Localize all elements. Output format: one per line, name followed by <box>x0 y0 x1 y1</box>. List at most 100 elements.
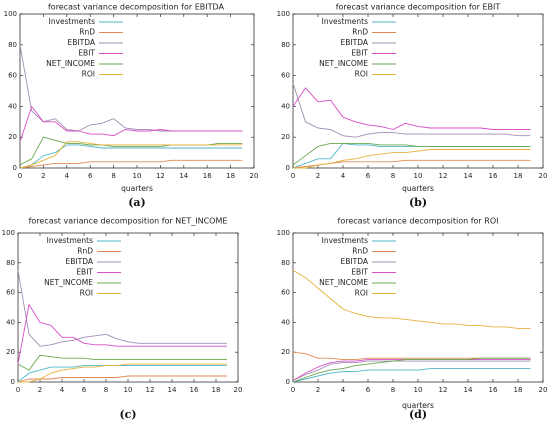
series-line-ebitda <box>17 270 227 347</box>
y-tick-label: 60 <box>6 289 15 297</box>
x-tick-label: 0 <box>291 172 295 180</box>
legend-label: EBIT <box>76 268 93 277</box>
series-line-net-income <box>292 357 531 383</box>
y-tick-label: 60 <box>8 72 17 80</box>
legend-label: EBIT <box>351 268 368 277</box>
y-tick-label: 80 <box>8 41 17 49</box>
y-tick-label: 0 <box>286 164 290 172</box>
series-line-net-income <box>17 354 227 371</box>
series-line-net-income <box>292 142 531 166</box>
y-tick-label: 100 <box>4 10 17 18</box>
legend-label: RnD <box>77 247 93 256</box>
series-line-rnd <box>17 375 227 383</box>
x-tick-label: 16 <box>489 386 498 394</box>
series-line-roi <box>18 363 227 383</box>
x-axis-label: quarters <box>402 184 434 193</box>
series-line-roi <box>293 149 531 169</box>
y-tick-label: 20 <box>8 133 17 141</box>
series-line-ebit <box>292 87 531 130</box>
legend-label: EBITDA <box>68 38 96 47</box>
panel-label: (b) <box>409 196 427 209</box>
series-line-rnd <box>292 159 531 169</box>
series-line-roi <box>292 269 531 329</box>
series-line-investments <box>19 144 243 169</box>
chart-title: forecast variance decomposition for EBIT… <box>48 3 225 12</box>
x-tick-label: 4 <box>341 172 346 180</box>
x-tick-label: 6 <box>366 172 371 180</box>
legend-label: ROI <box>82 70 95 79</box>
legend-label: EBITDA <box>66 257 94 266</box>
x-tick-label: 20 <box>539 386 548 394</box>
x-tick-label: 2 <box>41 172 45 180</box>
y-tick-label: 100 <box>2 229 15 237</box>
x-tick-label: 14 <box>179 172 188 180</box>
legend-label: Investments <box>322 17 368 26</box>
legend-label: NET_INCOME <box>44 278 93 287</box>
x-tick-label: 4 <box>65 172 70 180</box>
y-tick-label: 20 <box>281 348 290 356</box>
y-tick-label: 40 <box>6 318 15 326</box>
x-tick-label: 10 <box>124 386 133 394</box>
legend-label: NET_INCOME <box>46 59 95 68</box>
series-line-roi <box>19 141 243 169</box>
panel-label: (a) <box>128 196 146 209</box>
legend-label: EBIT <box>78 49 95 58</box>
x-tick-label: 18 <box>514 386 523 394</box>
chart-panel-3: forecast variance decomposition for NET_… <box>2 217 243 421</box>
x-axis-label: quarters <box>402 401 434 410</box>
x-tick-label: 12 <box>439 172 448 180</box>
series-line-ebitda <box>292 83 531 138</box>
panel-label: (d) <box>409 408 427 421</box>
x-tick-label: 18 <box>514 172 523 180</box>
panel-label: (c) <box>119 408 136 421</box>
legend-label: RnD <box>79 28 95 37</box>
x-tick-label: 16 <box>489 172 498 180</box>
x-tick-label: 14 <box>168 386 177 394</box>
chart-panel-1: forecast variance decomposition for EBIT… <box>4 3 259 210</box>
y-tick-label: 80 <box>281 41 290 49</box>
x-tick-label: 8 <box>391 386 395 394</box>
x-tick-label: 10 <box>414 172 423 180</box>
chart-panel-4: forecast variance decomposition for ROI 0… <box>277 217 548 421</box>
x-axis-label: quarters <box>121 184 153 193</box>
x-tick-label: 20 <box>539 172 548 180</box>
legend-label: Investments <box>49 17 95 26</box>
x-tick-label: 12 <box>146 386 155 394</box>
x-tick-label: 16 <box>190 386 199 394</box>
legend-label: NET_INCOME <box>319 278 368 287</box>
y-tick-label: 0 <box>286 378 290 386</box>
series-line-ebit <box>17 304 227 365</box>
y-tick-label: 80 <box>6 259 15 267</box>
y-tick-label: 100 <box>277 10 290 18</box>
x-tick-label: 0 <box>291 386 295 394</box>
y-tick-label: 60 <box>281 72 290 80</box>
x-tick-label: 0 <box>18 172 22 180</box>
chart-title: forecast variance decomposition for ROI <box>338 217 499 226</box>
legend-label: ROI <box>355 289 368 298</box>
x-tick-label: 18 <box>212 386 221 394</box>
x-tick-label: 16 <box>203 172 212 180</box>
x-tick-label: 2 <box>316 172 320 180</box>
x-tick-label: 20 <box>250 172 259 180</box>
legend-label: ROI <box>80 289 93 298</box>
series-line-investments <box>17 365 227 383</box>
x-tick-label: 0 <box>16 386 20 394</box>
legend-label: EBIT <box>351 49 368 58</box>
legend-label: Investments <box>47 236 93 245</box>
x-tick-label: 4 <box>341 386 346 394</box>
x-tick-label: 10 <box>133 172 142 180</box>
y-tick-label: 20 <box>281 133 290 141</box>
series-line-ebit <box>19 105 243 142</box>
x-tick-label: 14 <box>464 172 473 180</box>
x-tick-label: 6 <box>82 386 87 394</box>
y-tick-label: 60 <box>281 289 290 297</box>
legend-label: Investments <box>322 236 368 245</box>
series-line-investments <box>292 368 531 383</box>
y-tick-label: 100 <box>277 229 290 237</box>
x-tick-label: 2 <box>38 386 42 394</box>
x-tick-label: 6 <box>366 386 371 394</box>
series-line-ebitda <box>19 44 243 132</box>
chart-title: forecast variance decomposition for NET_… <box>29 217 228 226</box>
y-tick-label: 20 <box>6 348 15 356</box>
x-tick-label: 6 <box>88 172 93 180</box>
